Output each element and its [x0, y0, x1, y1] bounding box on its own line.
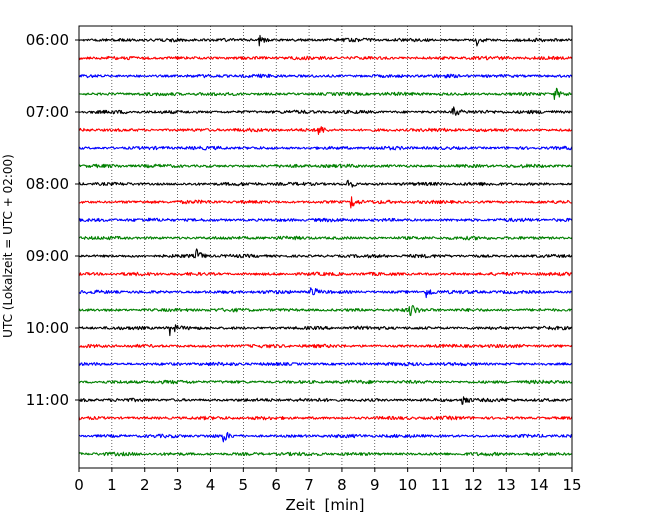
y-tick-label: 07:00 — [26, 103, 69, 121]
trace-line-1145 — [78, 451, 573, 457]
trace-line-0845 — [78, 235, 573, 241]
trace-line-0745 — [78, 163, 573, 169]
x-tick-label: 12 — [464, 476, 483, 494]
traces — [78, 34, 573, 457]
trace-line-1100 — [78, 396, 573, 405]
x-tick-label: 7 — [304, 476, 314, 494]
x-tick-label: 14 — [530, 476, 549, 494]
y-tick-label: 10:00 — [26, 319, 69, 337]
x-tick-label: 10 — [398, 476, 417, 494]
x-tick-label: 15 — [562, 476, 581, 494]
trace-line-0715 — [78, 126, 573, 136]
plot-frame — [78, 25, 573, 469]
y-tick-label: 06:00 — [26, 31, 69, 49]
trace-line-0615 — [78, 55, 573, 61]
x-tick-label: 4 — [206, 476, 216, 494]
trace-line-1015 — [78, 343, 573, 349]
trace-line-0630 — [78, 73, 573, 79]
grid — [111, 26, 540, 468]
trace-line-1045 — [78, 379, 573, 385]
x-tick-label: 1 — [107, 476, 117, 494]
x-tick-label: 2 — [140, 476, 150, 494]
trace-line-1115 — [78, 415, 573, 421]
y-tick-label: 11:00 — [26, 391, 69, 409]
y-axis-label: UTC (Lokalzeit = UTC + 02:00) — [1, 154, 15, 338]
x-tick-label: 9 — [370, 476, 380, 494]
trace-line-0645 — [78, 87, 573, 101]
y-axis-ticks: 06:00 07:00 08:00 09:00 10:00 11:00 — [26, 31, 79, 409]
trace-line-1030 — [78, 361, 573, 367]
trace-line-0700 — [78, 106, 573, 116]
trace-line-0600 — [78, 34, 573, 47]
trace-line-0915 — [78, 271, 573, 277]
x-tick-label: 13 — [497, 476, 516, 494]
x-tick-label: 0 — [74, 476, 84, 494]
trace-line-0800 — [78, 179, 573, 188]
trace-line-0730 — [78, 145, 573, 151]
x-tick-label: 8 — [337, 476, 347, 494]
trace-line-0900 — [78, 248, 573, 259]
trace-line-1000 — [78, 324, 573, 337]
x-axis-label: Zeit [min] — [285, 496, 364, 514]
x-axis-ticks: 0 1 2 3 4 5 6 7 8 9 10 11 12 13 14 15 — [74, 468, 582, 494]
y-tick-label: 09:00 — [26, 247, 69, 265]
trace-line-1130 — [78, 431, 573, 443]
trace-line-0830 — [78, 217, 573, 223]
x-tick-label: 5 — [239, 476, 249, 494]
trace-line-0815 — [78, 196, 573, 209]
trace-line-0930 — [78, 287, 573, 299]
x-tick-label: 11 — [431, 476, 450, 494]
x-tick-label: 6 — [271, 476, 281, 494]
trace-line-0945 — [78, 304, 573, 317]
y-tick-label: 08:00 — [26, 175, 69, 193]
x-tick-label: 3 — [173, 476, 183, 494]
